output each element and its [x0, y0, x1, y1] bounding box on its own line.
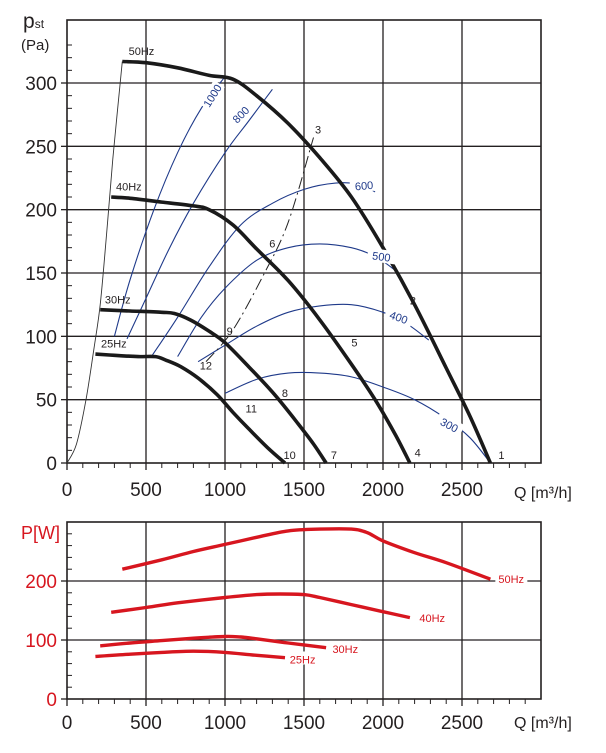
power-y-tick-label: 100: [25, 631, 57, 652]
speed-label: 600: [354, 180, 373, 194]
fan-curve-50Hz: [122, 59, 493, 464]
power-labels: 50Hz 40Hz 30Hz 25Hz: [286, 571, 528, 666]
speed-label: 400: [388, 309, 409, 327]
power-series-label: 40Hz: [419, 613, 445, 625]
frequency-label: 25Hz: [101, 339, 127, 351]
operating-point-label: 11: [246, 403, 257, 415]
pressure-y-label: pst: [23, 10, 45, 33]
power-minor-ticks: [61, 533, 526, 706]
pressure-y-tick-label: 300: [25, 74, 57, 95]
pressure-grid: [66, 19, 542, 464]
power-label-background: [286, 651, 319, 665]
pressure-x-tick-label: 1500: [283, 480, 325, 501]
power-series: [95, 527, 491, 660]
pressure-x-tick-label: 500: [130, 480, 162, 501]
pressure-y-tick-label: 0: [46, 454, 57, 475]
pressure-y-label-sub: st: [35, 17, 45, 31]
pressure-y-tick-label: 250: [25, 137, 57, 158]
pressure-y-tick-label: 50: [36, 391, 57, 412]
speed-curve-600: [151, 182, 376, 356]
speed-label-background: [383, 305, 415, 328]
pressure-x-tick-label: 2000: [362, 480, 404, 501]
power-curve-25Hz: [95, 649, 286, 660]
power-y-tick-label: 0: [46, 690, 57, 711]
speed-curve-1000: [113, 76, 226, 337]
power-label-background: [495, 571, 528, 585]
frequency-label: 50Hz: [129, 46, 155, 58]
pressure-y-tick-label: 200: [25, 201, 57, 222]
frequency-label: 30Hz: [105, 294, 131, 306]
operating-point-label: 5: [351, 337, 357, 349]
frequency-label: 40Hz: [116, 182, 142, 194]
speed-label: 500: [371, 250, 391, 264]
power-label-background: [416, 610, 449, 624]
system-line: [205, 137, 314, 363]
power-x-tick-label: 2500: [441, 713, 483, 734]
operating-point-label: 4: [415, 448, 421, 460]
operating-point-label: 12: [200, 360, 212, 372]
pressure-chart: 50Hz40Hz30Hz25Hz100080060050040030012345…: [21, 10, 572, 502]
speed-curves: [113, 76, 491, 464]
operating-point-label: 2: [410, 296, 416, 308]
power-curve-50Hz: [121, 527, 491, 581]
speed-curve-800: [126, 88, 273, 340]
pressure-limit-line: [66, 61, 123, 464]
pressure-minor-ticks: [61, 44, 526, 470]
pressure-y-unit: (Pa): [21, 37, 49, 54]
operating-point-label: 1: [498, 450, 504, 462]
power-curve-40Hz: [110, 592, 411, 620]
pressure-limit-curve: [66, 61, 123, 464]
pressure-y-tick-label: 100: [25, 327, 57, 348]
fan-curve-25Hz: [95, 352, 287, 465]
operating-point-label: 8: [282, 388, 288, 400]
speed-label-background: [434, 412, 466, 437]
fan-curve-30Hz: [100, 307, 328, 464]
operating-point-label: 9: [227, 326, 233, 338]
power-x-tick-label: 1500: [283, 713, 325, 734]
power-tick-labels: 0 500 1000 1500 2000 2500 0 100 200: [25, 572, 483, 734]
pressure-y-tick-label: 150: [25, 264, 57, 285]
power-curve-30Hz: [100, 634, 327, 650]
system-curve: [205, 137, 314, 363]
power-grid: [66, 521, 542, 700]
power-chart: 50Hz 40Hz 30Hz 25Hz 0 500 1000 1500 2000 2500 0 10…: [21, 521, 572, 734]
fan-curves: [95, 59, 493, 465]
power-series-label: 50Hz: [498, 574, 524, 586]
speed-label-background: [366, 247, 397, 265]
power-x-label: Q [m³/h]: [514, 715, 572, 732]
power-x-tick-label: 500: [130, 713, 162, 734]
speed-label-background: [349, 177, 379, 193]
speed-curve-500: [177, 243, 396, 357]
power-x-tick-label: 1000: [204, 713, 246, 734]
fan-curve-40Hz: [111, 195, 412, 464]
power-series-label: 30Hz: [332, 644, 358, 656]
operating-point-label: 10: [283, 450, 295, 462]
pressure-y-label-main: p: [23, 10, 35, 33]
power-y-tick-label: 200: [25, 572, 57, 593]
pressure-x-tick-label: 0: [62, 480, 73, 501]
operating-point-label: 6: [269, 239, 275, 251]
pressure-x-tick-label: 1000: [204, 480, 246, 501]
pressure-x-label: Q [m³/h]: [514, 485, 572, 502]
speed-label-background: [225, 99, 255, 129]
operating-point-label: 3: [315, 125, 321, 137]
power-x-tick-label: 0: [62, 713, 73, 734]
operating-point-label: 7: [331, 450, 337, 462]
pressure-x-tick-label: 2500: [441, 480, 483, 501]
power-label-background: [329, 640, 362, 654]
power-x-tick-label: 2000: [362, 713, 404, 734]
power-series-label: 25Hz: [290, 654, 316, 666]
power-y-label: P[W]: [21, 523, 60, 543]
speed-label-background: [199, 80, 225, 111]
